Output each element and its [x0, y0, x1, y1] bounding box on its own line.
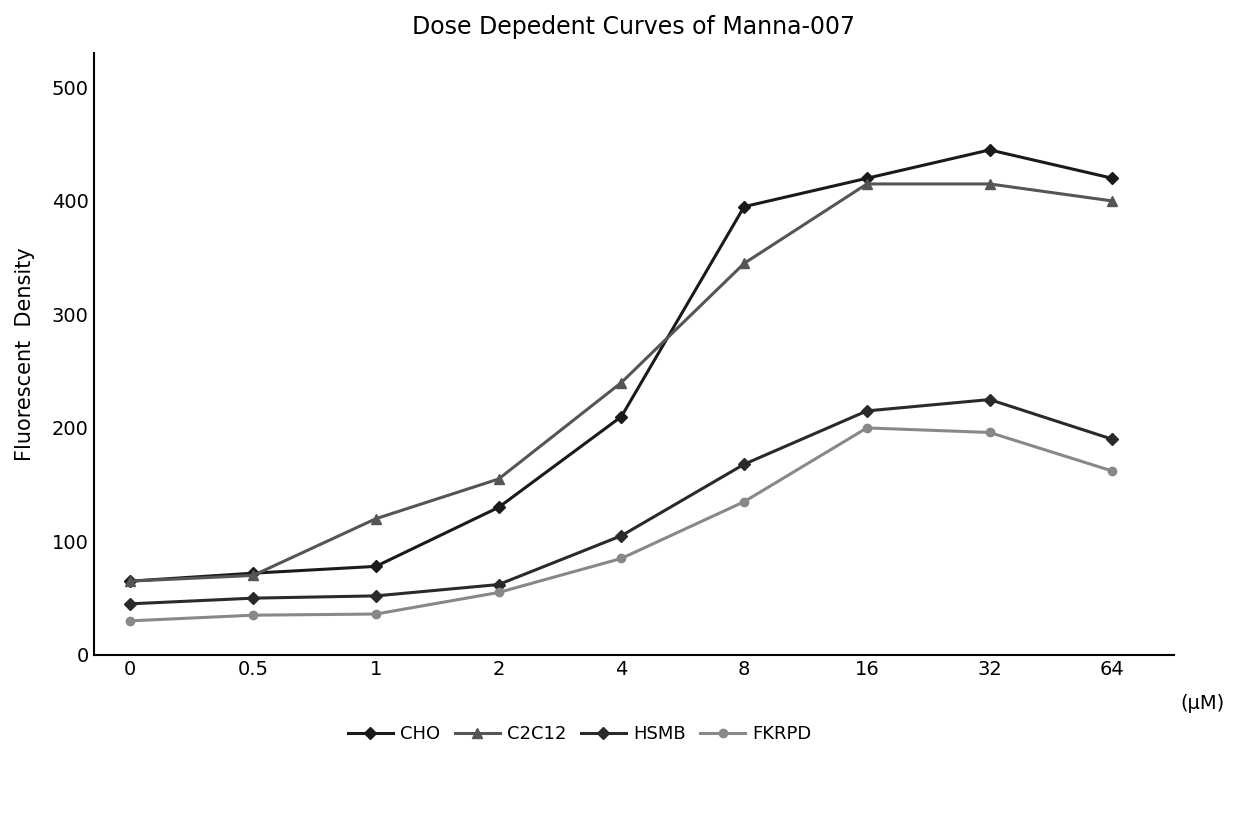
- HSMB: [859, 406, 874, 416]
- HSMB: [491, 579, 506, 589]
- CHO: [982, 145, 997, 154]
- FKRPD: [982, 427, 997, 437]
- Text: (μM): (μM): [1180, 694, 1225, 712]
- C2C12: [614, 377, 629, 387]
- Line: CHO: CHO: [126, 145, 1116, 585]
- C2C12: [737, 258, 751, 268]
- CHO: [123, 576, 138, 586]
- FKRPD: [614, 554, 629, 564]
- HSMB: [246, 593, 260, 603]
- Line: C2C12: C2C12: [125, 179, 1117, 586]
- FKRPD: [123, 616, 138, 626]
- CHO: [246, 569, 260, 578]
- CHO: [368, 561, 383, 571]
- C2C12: [982, 179, 997, 189]
- CHO: [1105, 173, 1120, 183]
- Y-axis label: Fluorescent  Density: Fluorescent Density: [15, 248, 35, 461]
- FKRPD: [737, 497, 751, 507]
- CHO: [614, 412, 629, 422]
- C2C12: [123, 576, 138, 586]
- FKRPD: [1105, 467, 1120, 476]
- CHO: [859, 173, 874, 183]
- Line: HSMB: HSMB: [126, 395, 1116, 608]
- HSMB: [982, 395, 997, 404]
- FKRPD: [859, 423, 874, 433]
- FKRPD: [246, 610, 260, 620]
- FKRPD: [491, 587, 506, 597]
- Line: FKRPD: FKRPD: [126, 424, 1116, 625]
- FKRPD: [368, 609, 383, 619]
- HSMB: [1105, 435, 1120, 444]
- C2C12: [491, 474, 506, 484]
- HSMB: [614, 531, 629, 541]
- C2C12: [1105, 196, 1120, 206]
- HSMB: [368, 591, 383, 600]
- Title: Dose Depedent Curves of Manna-007: Dose Depedent Curves of Manna-007: [412, 15, 856, 39]
- CHO: [491, 502, 506, 512]
- C2C12: [368, 514, 383, 524]
- C2C12: [859, 179, 874, 189]
- HSMB: [123, 599, 138, 609]
- C2C12: [246, 570, 260, 580]
- CHO: [737, 202, 751, 212]
- HSMB: [737, 459, 751, 469]
- Legend: CHO, C2C12, HSMB, FKRPD: CHO, C2C12, HSMB, FKRPD: [340, 718, 818, 751]
